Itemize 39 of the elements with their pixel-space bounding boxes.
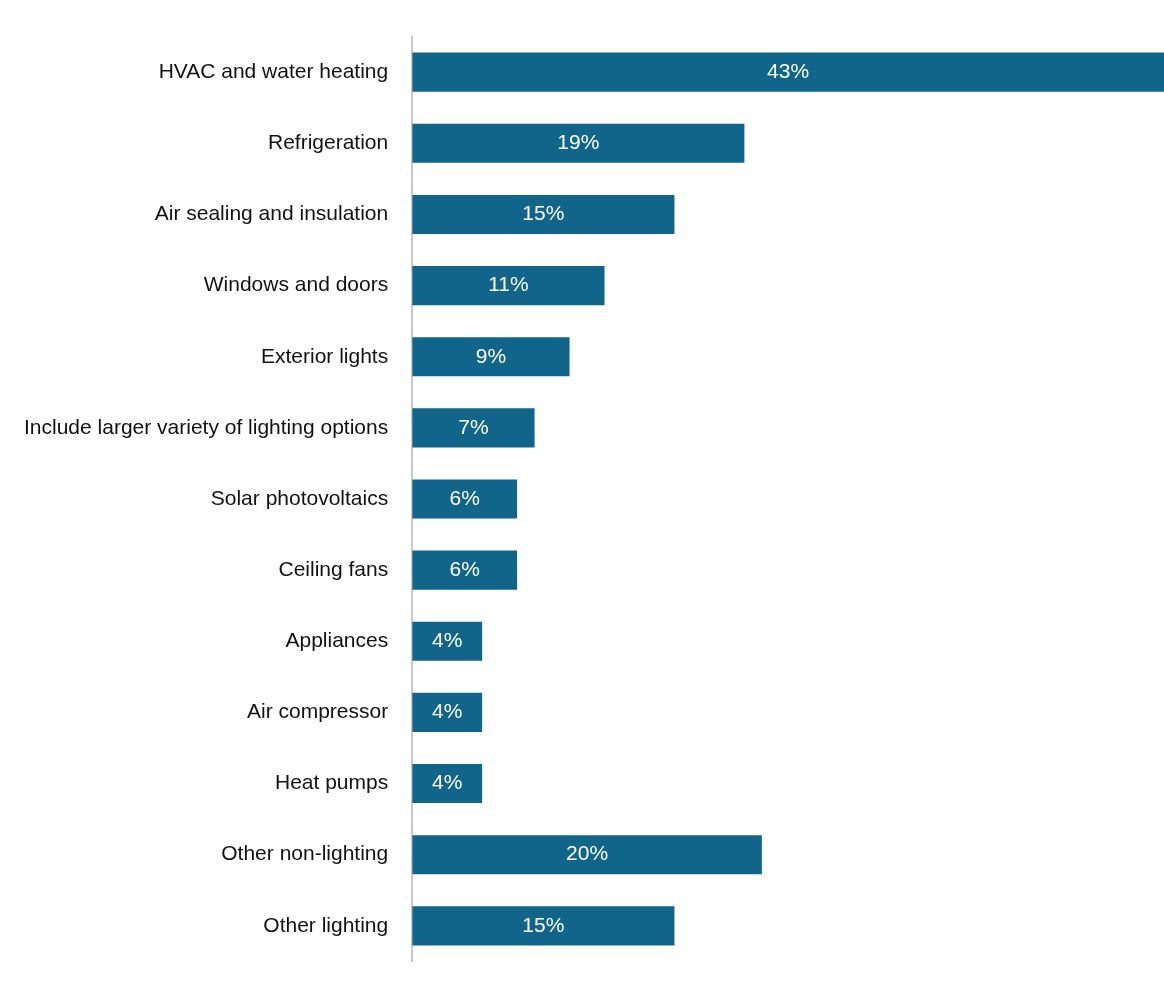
bar [412, 906, 675, 946]
data-label: 19% [557, 130, 600, 154]
data-label: 4% [432, 699, 463, 723]
y-tick-label: Windows and doors [203, 272, 389, 296]
data-label: 9% [475, 343, 507, 367]
bar [412, 194, 675, 235]
bar [412, 337, 570, 377]
data-label: 11% [488, 272, 529, 296]
bar [412, 621, 483, 661]
bar [412, 52, 1164, 92]
bar [412, 550, 518, 590]
bar [412, 692, 483, 732]
data-label: 6% [449, 556, 480, 580]
y-tick-label: HVAC and water heating [158, 58, 389, 82]
y-tick-label: Other lighting [263, 912, 389, 936]
y-tick-label: Air sealing and insulation [154, 201, 389, 225]
y-tick-label: Heat pumps [274, 770, 389, 794]
y-tick-label: Ceiling fans [278, 556, 389, 580]
data-label: 6% [449, 485, 480, 509]
data-label: 15% [522, 912, 565, 936]
y-tick-label: Solar photovoltaics [210, 485, 389, 509]
data-label: 43% [767, 58, 810, 82]
data-label: 7% [458, 414, 489, 438]
data-label: 4% [432, 628, 463, 652]
bar [412, 835, 762, 875]
y-tick-label: Other non-lighting [221, 841, 389, 865]
y-tick-label: Appliances [285, 628, 389, 652]
y-tick-label: Refrigeration [267, 130, 389, 154]
bar [412, 266, 605, 306]
bar [412, 479, 518, 519]
y-tick-label: Exterior lights [260, 343, 389, 367]
y-tick-label: Include larger variety of lighting options [23, 414, 389, 438]
y-tick-label: Air compressor [247, 699, 389, 723]
bar [412, 408, 535, 448]
bar [412, 123, 745, 163]
bar [412, 763, 483, 804]
data-label: 4% [432, 770, 463, 794]
data-label: 15% [522, 201, 565, 225]
data-label: 20% [566, 841, 609, 865]
